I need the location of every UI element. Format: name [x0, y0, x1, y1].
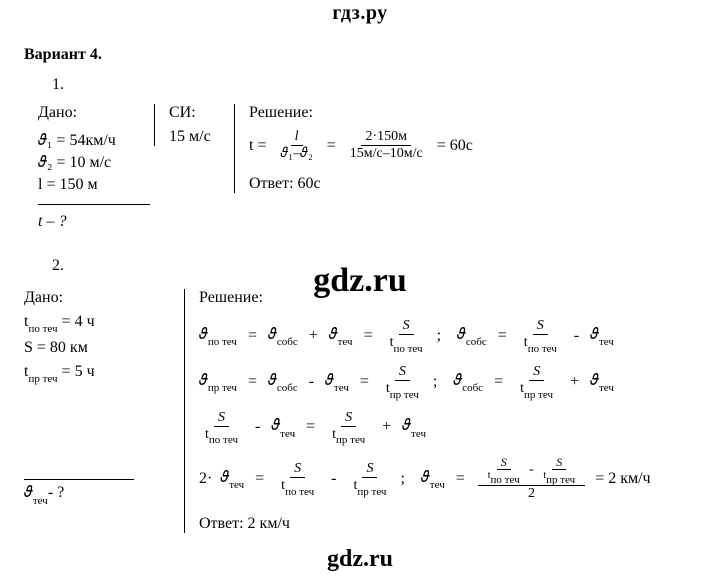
q2-t1: tпо теч = 4 ч: [24, 313, 174, 333]
q2-given: Дано: tпо теч = 4 ч S = 80 км tпр теч = …: [24, 289, 184, 505]
eq1: =: [327, 137, 336, 155]
q1-given: Дано: 𝜗₁ = 54км/ч 𝜗₂ = 10 м/с l = 150 м …: [24, 104, 154, 231]
q2-result: = 2 км/ч: [595, 470, 650, 488]
solution-label-2: Решение:: [199, 289, 696, 307]
q1-v2: 𝜗₂ = 10 м/с: [38, 154, 140, 172]
frac2-d: 15м/с–10м/с: [346, 146, 427, 161]
si-label: СИ:: [169, 104, 220, 122]
divider: [38, 204, 150, 205]
q2-t2: tпр теч = 5 ч: [24, 363, 174, 383]
q2-row: Дано: tпо теч = 4 ч S = 80 км tпр теч = …: [24, 289, 696, 533]
q2-line4: 2·𝜗теч= Stпо теч - Stпр теч ; 𝜗теч= Stпо…: [199, 456, 696, 501]
divider-2: [24, 479, 134, 480]
q1-number: 1.: [52, 76, 696, 94]
frac1-d: 𝜗₁–𝜗₂: [276, 146, 316, 161]
given-label-2: Дано:: [24, 289, 174, 307]
frac2-n: 2·150м: [361, 130, 411, 146]
q1-answer: Ответ: 60с: [249, 175, 682, 193]
si-value: 15 м/с: [169, 128, 220, 146]
q1-ask: t – ?: [38, 213, 140, 231]
q2-number: 2.: [52, 257, 696, 275]
q2-ask: 𝜗теч- ?: [24, 484, 174, 504]
solution-label: Решение:: [249, 104, 682, 122]
q2-line3: Stпо теч -𝜗теч= Stпр теч +𝜗теч: [199, 411, 696, 445]
variant-title: Вариант 4.: [24, 46, 696, 64]
watermark-bottom: gdz.ru: [327, 546, 393, 573]
t-eq: t =: [249, 137, 266, 155]
q1-l: l = 150 м: [38, 176, 140, 194]
q2-line2: 𝜗пр теч= 𝜗собс- 𝜗теч= Stпр теч ; 𝜗собс= …: [199, 365, 696, 399]
q2-answer: Ответ: 2 км/ч: [199, 515, 696, 533]
q1-v1: 𝜗₁ = 54км/ч: [38, 132, 140, 150]
q1-solution: Решение: t = l𝜗₁–𝜗₂ = 2·150м15м/с–10м/с …: [234, 104, 696, 193]
q2-line1: 𝜗по теч= 𝜗собс+ 𝜗теч= Stпо теч ; 𝜗собс= …: [199, 319, 696, 353]
q2-solution: Решение: 𝜗по теч= 𝜗собс+ 𝜗теч= Stпо теч …: [184, 289, 696, 533]
q2-s: S = 80 км: [24, 339, 174, 357]
frac1-n: l: [291, 130, 303, 146]
watermark-top: гдз.ру: [332, 2, 387, 25]
q1-si: СИ: 15 м/с: [154, 104, 234, 146]
given-label: Дано:: [38, 104, 140, 122]
q1-result: = 60с: [437, 137, 473, 155]
q1-row: Дано: 𝜗₁ = 54км/ч 𝜗₂ = 10 м/с l = 150 м …: [24, 104, 696, 231]
